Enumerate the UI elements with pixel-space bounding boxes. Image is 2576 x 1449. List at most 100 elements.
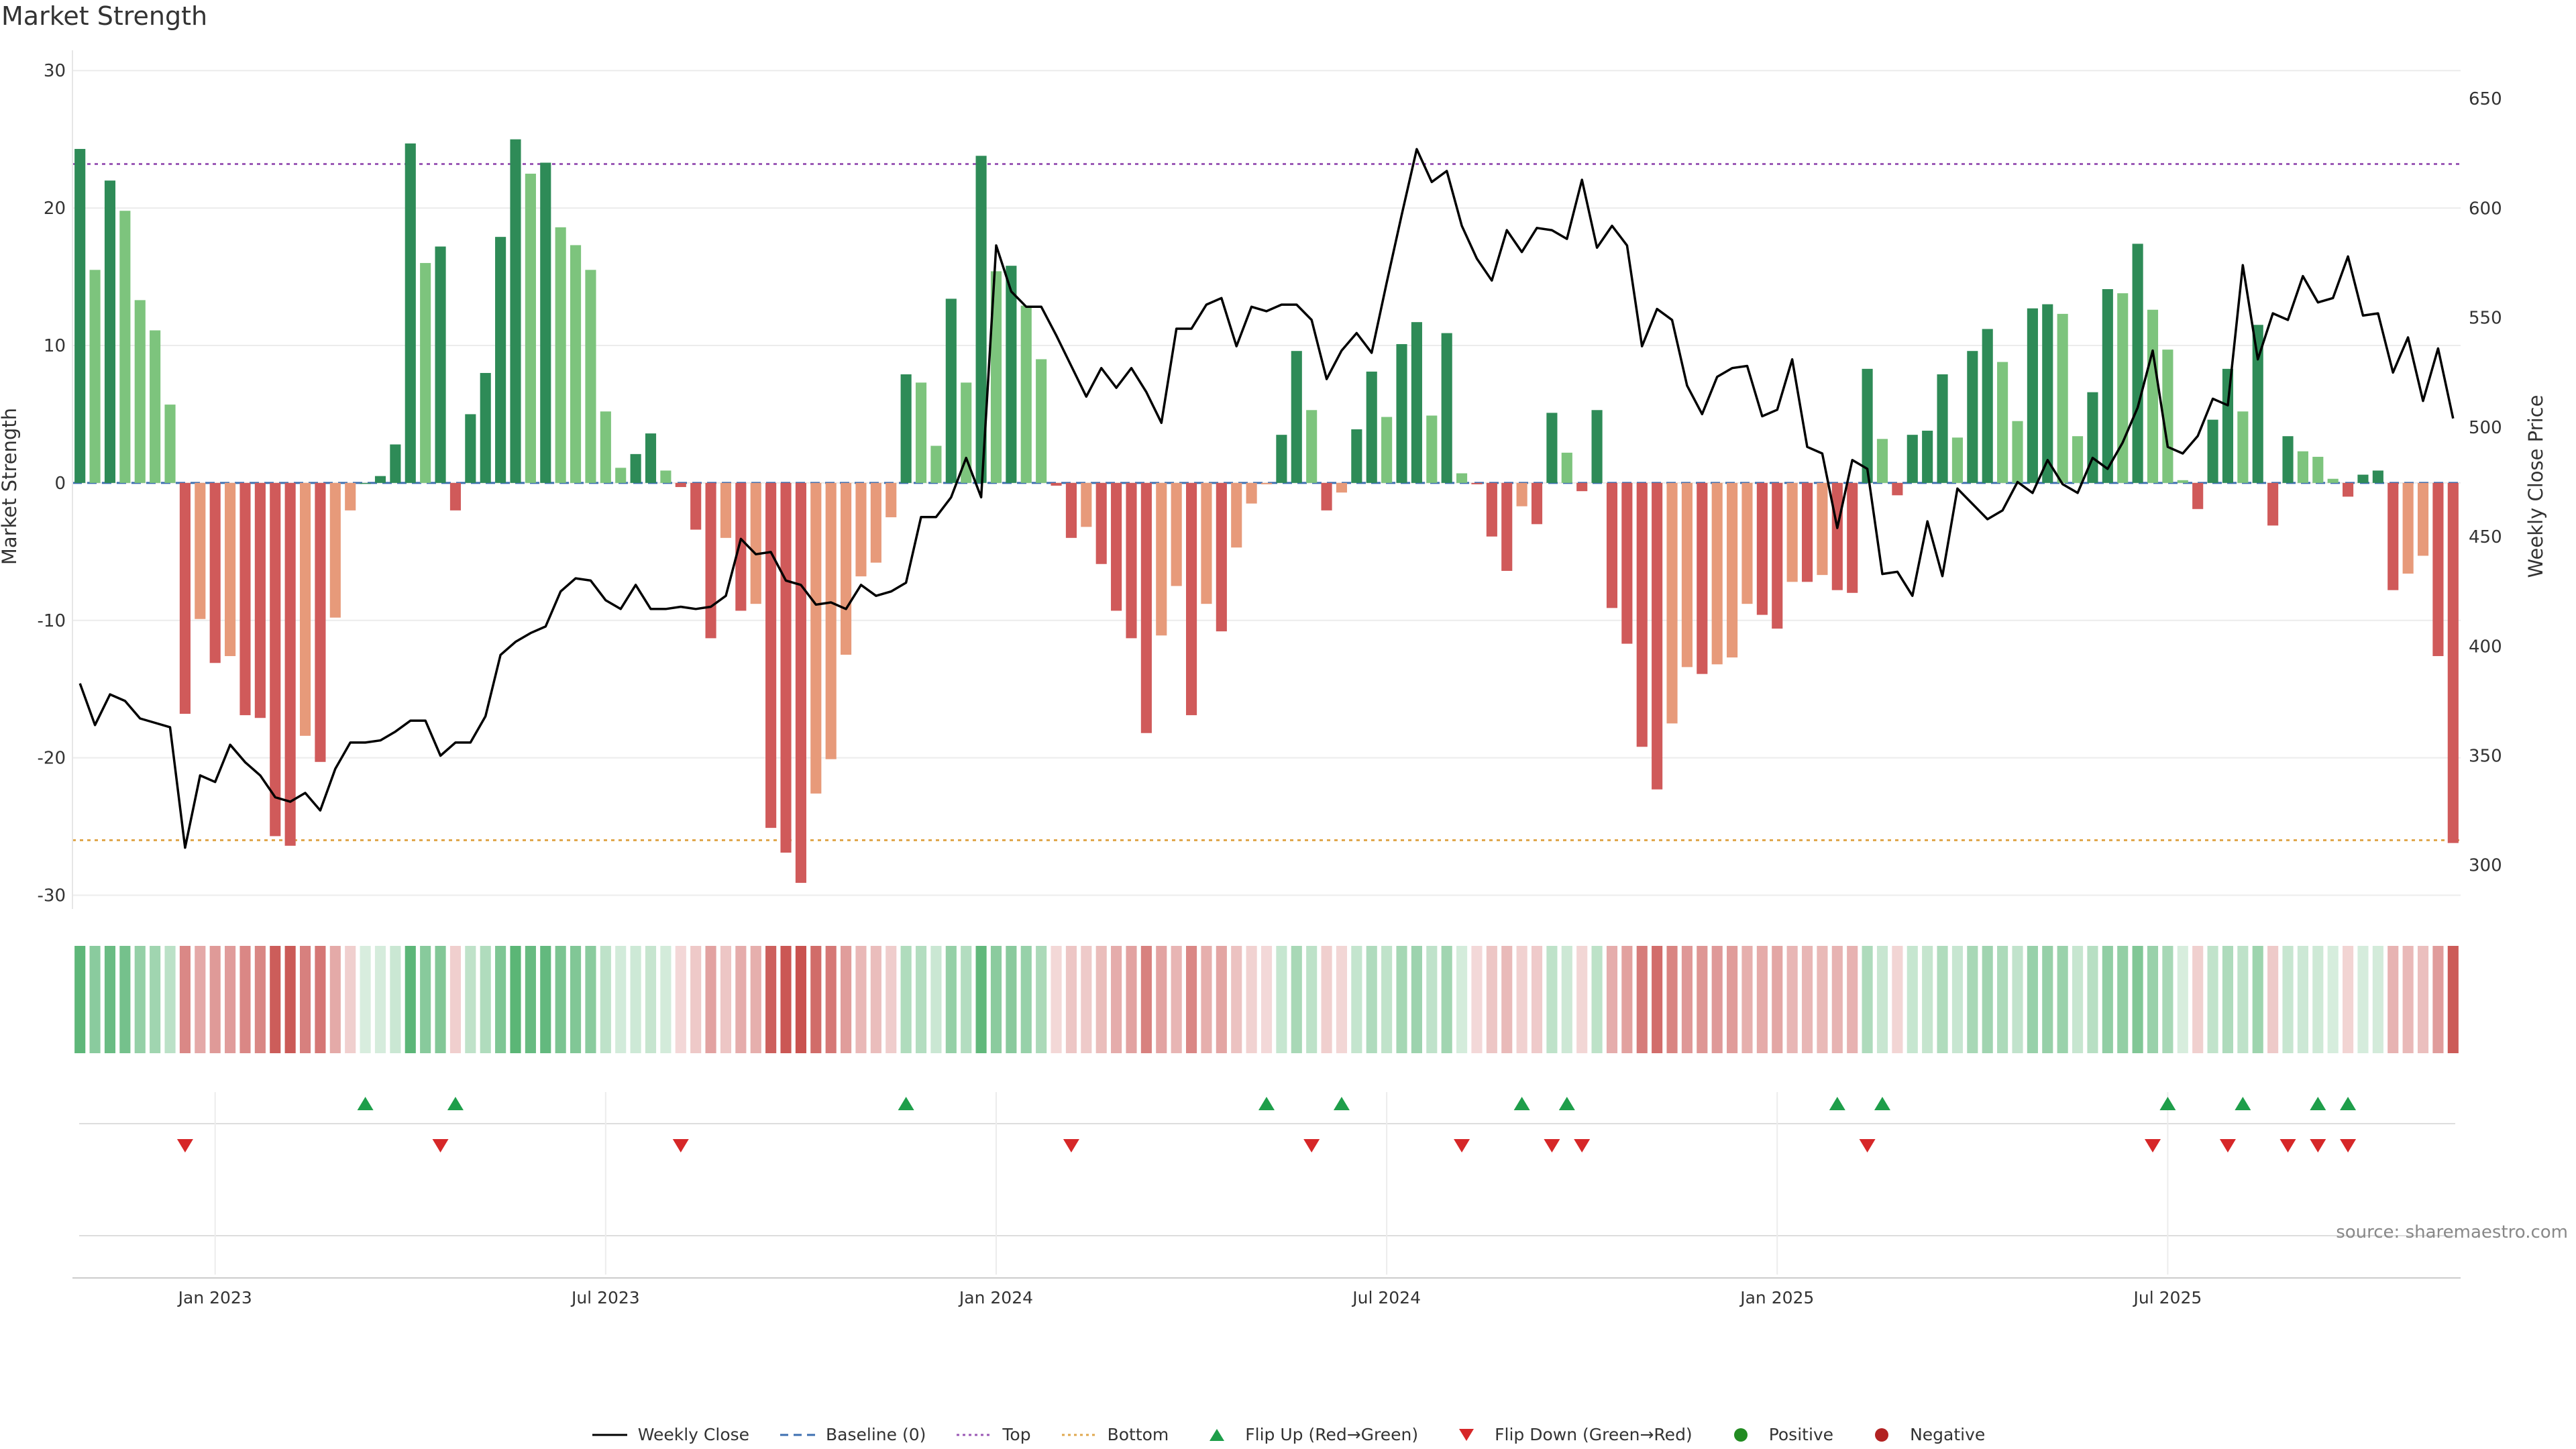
strength-bar xyxy=(1997,362,2008,483)
heat-cell xyxy=(480,946,491,1053)
legend-swatch xyxy=(1733,1428,1748,1442)
heat-cell xyxy=(975,946,987,1053)
strength-bar xyxy=(254,482,266,718)
legend-item: Negative xyxy=(1863,1425,1985,1444)
x-tick-label: Jan 2025 xyxy=(1739,1288,1814,1307)
heat-cell xyxy=(1216,946,1227,1053)
heat-cell xyxy=(239,946,251,1053)
strength-bar xyxy=(1366,371,1377,483)
strength-bar xyxy=(1351,429,1362,483)
heat-cell xyxy=(645,946,657,1053)
strength-bar xyxy=(1591,410,1603,483)
legend-item: Top xyxy=(955,1425,1031,1444)
heat-cell xyxy=(2222,946,2234,1053)
axis-layer: 30 20 10 0 -10 -20 -30 650 600 550 500 450 400 350 300… xyxy=(0,50,2547,909)
strength-bar xyxy=(2057,313,2068,483)
heat-cell xyxy=(1411,946,1422,1053)
heat-cell xyxy=(449,946,462,1053)
strength-bar xyxy=(1216,482,1227,632)
heat-cell xyxy=(810,946,822,1053)
strength-bar xyxy=(2357,474,2369,483)
flip-up-marker xyxy=(2159,1097,2176,1110)
y-left-tick-label: -30 xyxy=(38,886,66,906)
heat-cell xyxy=(435,946,446,1053)
heat-cell xyxy=(2327,946,2339,1053)
heat-cell xyxy=(2402,946,2414,1053)
flip-down-marker xyxy=(1859,1139,1876,1152)
strength-bar xyxy=(2432,482,2444,657)
y-left-tick-label: 20 xyxy=(44,199,66,219)
strength-bar xyxy=(2267,482,2279,526)
heat-cell xyxy=(150,946,161,1053)
heat-cell xyxy=(1847,946,1858,1053)
strength-bar xyxy=(1291,351,1302,483)
heat-cell xyxy=(2027,946,2038,1053)
heat-cell xyxy=(2177,946,2188,1053)
strength-bar xyxy=(1937,374,1948,483)
heat-cell xyxy=(1006,946,1017,1053)
heat-cell xyxy=(1336,946,1348,1053)
legend-swatch xyxy=(1210,1428,1225,1441)
y-right-tick-label: 350 xyxy=(2469,747,2502,767)
strength-heat-strip xyxy=(74,946,2459,1053)
flip-up-marker xyxy=(2310,1097,2326,1110)
heat-cell xyxy=(1666,946,1678,1053)
heat-cell xyxy=(1381,946,1393,1053)
strength-bar xyxy=(209,482,221,663)
weekly-close-line xyxy=(78,148,2455,849)
heat-cell xyxy=(2237,946,2249,1053)
heat-cell xyxy=(2012,946,2023,1053)
heat-cell xyxy=(555,946,566,1053)
strength-bar xyxy=(1140,482,1152,733)
flip-markers xyxy=(72,1092,2461,1279)
heat-cell xyxy=(1681,946,1693,1053)
strength-bar xyxy=(841,482,852,655)
strength-bar xyxy=(239,482,251,716)
heat-cell xyxy=(1831,946,1843,1053)
heat-cell xyxy=(299,946,311,1053)
flip-up-marker xyxy=(1333,1097,1350,1110)
flip-up-marker xyxy=(2235,1097,2251,1110)
strength-bar xyxy=(1095,482,1107,564)
strength-bar xyxy=(525,173,536,483)
strength-bar xyxy=(270,482,281,837)
y-left-tick-label: -20 xyxy=(38,749,66,769)
strength-bar xyxy=(1772,482,1783,629)
heat-cell xyxy=(1456,946,1468,1053)
heat-cell xyxy=(1231,946,1242,1053)
heat-cell xyxy=(1276,946,1287,1053)
x-tick-label: Jan 2024 xyxy=(958,1288,1033,1307)
strength-bar xyxy=(810,482,822,794)
heat-cell xyxy=(2267,946,2279,1053)
strength-bar xyxy=(1681,482,1693,667)
legend-label: Negative xyxy=(1910,1425,1986,1444)
heat-cell xyxy=(495,946,506,1053)
flip-up-marker xyxy=(1874,1097,1890,1110)
strength-bar xyxy=(164,405,176,483)
flip-down-marker xyxy=(2340,1139,2357,1152)
heat-cell xyxy=(1426,946,1438,1053)
heat-cell xyxy=(1756,946,1768,1053)
heat-cell xyxy=(900,946,912,1053)
strength-bar xyxy=(2207,419,2218,483)
legend-item: Weekly Close xyxy=(591,1425,749,1444)
heat-cell xyxy=(1260,946,1273,1053)
heat-cell xyxy=(1156,946,1167,1053)
strength-bar xyxy=(2417,482,2429,556)
strength-bar xyxy=(1652,482,1663,790)
heat-cell xyxy=(1036,946,1047,1053)
strength-bar xyxy=(225,482,236,657)
strength-bar xyxy=(990,271,1002,483)
heat-cell xyxy=(195,946,206,1053)
heat-cell xyxy=(209,946,221,1053)
flip-down-marker xyxy=(2145,1139,2161,1152)
strength-bar xyxy=(315,482,326,762)
strength-bar xyxy=(1381,417,1393,483)
flip-down-marker xyxy=(2279,1139,2296,1152)
y-right-tick-label: 500 xyxy=(2469,418,2502,438)
strength-bar xyxy=(1951,437,1963,483)
legend-item: Baseline (0) xyxy=(779,1425,926,1444)
strength-bar xyxy=(1441,333,1452,483)
flip-up-marker xyxy=(1558,1097,1575,1110)
